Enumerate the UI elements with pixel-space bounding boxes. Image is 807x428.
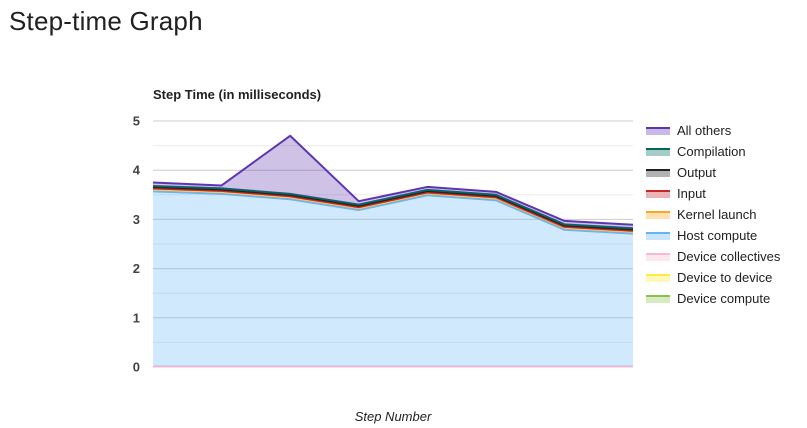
legend-item-output[interactable]: Output <box>646 162 780 183</box>
x-axis-label: Step Number <box>354 409 432 424</box>
y-tick-label: 5 <box>133 114 140 129</box>
area-host-compute <box>153 191 633 367</box>
legend-swatch <box>646 231 670 240</box>
y-axis: 0 1 2 3 4 5 <box>133 114 141 375</box>
legend-swatch <box>646 252 670 261</box>
legend-item-input[interactable]: Input <box>646 183 780 204</box>
legend-swatch <box>646 168 670 177</box>
legend-label: Device compute <box>677 291 771 306</box>
legend-swatch <box>646 189 670 198</box>
y-tick-label: 1 <box>133 310 140 325</box>
legend-swatch <box>646 147 670 156</box>
area-all-others <box>153 135 633 229</box>
legend-label: Kernel launch <box>677 207 757 222</box>
area-series <box>152 134 634 368</box>
line-host-compute <box>152 190 634 235</box>
line-all-others <box>152 134 634 226</box>
legend-item-device-collectives[interactable]: Device collectives <box>646 246 780 267</box>
legend-label: Host compute <box>677 228 758 243</box>
legend-item-all-others[interactable]: All others <box>646 120 780 141</box>
legend-item-device-compute[interactable]: Device compute <box>646 288 780 309</box>
legend-swatch <box>646 126 670 135</box>
legend-item-device-to-device[interactable]: Device to device <box>646 267 780 288</box>
legend-item-host-compute[interactable]: Host compute <box>646 225 780 246</box>
legend-label: Device collectives <box>677 249 781 264</box>
legend-swatch <box>646 294 670 303</box>
y-tick-label: 3 <box>133 212 140 227</box>
chart-title: Step Time (in milliseconds) <box>153 87 322 102</box>
line-input <box>152 187 634 232</box>
y-tick-label: 0 <box>133 360 140 375</box>
page-title: Step-time Graph <box>9 6 203 36</box>
legend-label: Input <box>677 186 706 201</box>
legend-swatch <box>646 273 670 282</box>
legend-label: Output <box>677 165 717 180</box>
y-tick-label: 4 <box>133 163 141 178</box>
legend-item-compilation[interactable]: Compilation <box>646 141 780 162</box>
y-tick-label: 2 <box>133 261 140 276</box>
legend-label: Device to device <box>677 270 773 285</box>
legend-item-kernel-launch[interactable]: Kernel launch <box>646 204 780 225</box>
legend-swatch <box>646 210 670 219</box>
chart-legend: All others Compilation Output Input Kernel l… <box>646 120 780 309</box>
legend-label: Compilation <box>677 144 746 159</box>
legend-label: All others <box>677 123 732 138</box>
line-compilation <box>152 184 634 230</box>
